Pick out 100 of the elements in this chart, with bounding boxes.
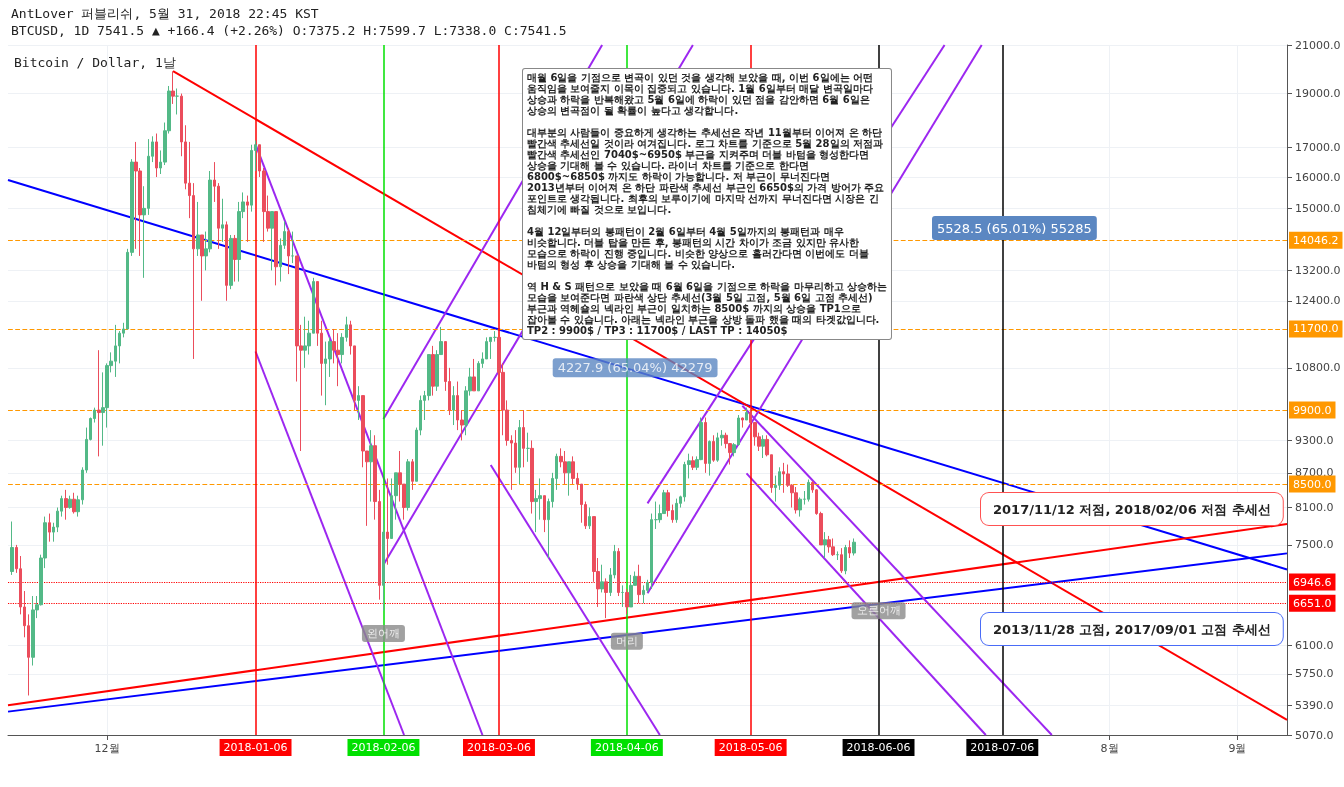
candlestick (522, 409, 525, 468)
ref-line-label: 2018-03-06 (467, 741, 531, 754)
y-tick-label: 17000.0 (1295, 141, 1341, 155)
candlestick (221, 198, 224, 243)
candlestick (708, 439, 711, 477)
y-tick-label: 19000.0 (1295, 87, 1341, 101)
y-tick-label: 12400.0 (1295, 294, 1341, 308)
candlestick (155, 133, 158, 178)
candlestick (642, 584, 645, 604)
candlestick (64, 489, 68, 521)
candlestick (472, 358, 476, 392)
candlestick (270, 211, 274, 271)
candlestick (691, 455, 695, 471)
candlestick (852, 537, 856, 556)
candlestick (637, 564, 641, 604)
y-tick-label: 5070.0 (1295, 728, 1334, 742)
candlestick (827, 535, 831, 554)
text: 매월 6일을 기점으로 변곡이 있던 것을 생각해 보았을 때, 이번 6일에는 어떤 움직임을 보여줄지 이목이 집중되고 있습니다. 1월 6일부터 매달 변곡일마다 상승과 하락을 반복해왔고 5월 6일에 하락이 있던 점을 감안하면 6월 6일은 상승의 변곡점이 될 확률이 높다고 생각합니다. 대부분의 사람들이 중요하게 생각하는 추세선은 작년 11월부터 이어져 온 하단 빨간색 추세선일 것이라 여겨집니다. 로그 차트를 기준으로 5월 28일의 저점과 빨간색 추세선인 7040$~6950$ 부근을 지켜주며 더블 바텀을 형성한다면 상승을 기대해 볼 수 있습니다. 라이너 차트를 기준으로 한다면 6800$~6850$ 까지도 하락이 가능합니다. 저 부근이 무너진다면 2013년부터 이어져 온 하단 파란색 추세선 부근인 6650$의 가격 방어가 주요 포인트로 생각됩니다. 최후의 보루이기에 마지막 선까지 무너진다면 시장은 긴 침체기에 빠질 것으로 보입니다. 4월 12일부터의 봉패턴이 2월 6일부터 4월 5일까지의 봉패턴과 매우 비슷합니다. 더블 탑을 만든 후, 봉패턴의 시간 차이가 조금 있지만 유사한 모습으로 하락이 진행 중입니다. 비슷한 양상으로 흘러간다면 이번에도 더블 바텀의 형성 후 상승을 기대해 볼 수 있습니다. 역 H & S 패턴으로 보았을 때 6월 6일을 기점으로 하락을 마무리하고 상승하는 모습을 보여준다면 파란색 상단 추세선(3월 5일 고점, 5월 6일 고점 추세선) 부근과 역헤숄의 넥라인 부근이 일치하는 8500$ 까지의 상승을 TP1으로 잡아볼 수 있습니다. 아래는 넥라인 부근을 상방 돌파 했을 때의 타겟값입니다. TP2 : 9900$ / TP3 : 11700$ / LAST TP : 14050$ (527, 72, 887, 336)
chart-subtitle: BTCUSD, 1D 7541.5 ▲ +166.4 (+2.26%) O:7375.2 H:7599.7 L:7338.0 C:7541.5 (11, 23, 567, 38)
candlestick (650, 513, 653, 590)
y-tick-label: 9300.0 (1295, 433, 1334, 447)
candlestick (229, 234, 233, 290)
ref-line-label: 8500.0 (1293, 477, 1332, 491)
y-tick-label: 16000.0 (1295, 170, 1341, 184)
candlestick (526, 432, 530, 463)
annotation: 2013/11/28 고점, 2017/09/01 고점 추세선 (993, 621, 1271, 637)
candlestick (798, 496, 802, 518)
candlestick (654, 501, 658, 530)
candlestick (840, 547, 843, 574)
candlestick (807, 479, 810, 503)
candlestick (196, 201, 200, 257)
y-tick-label: 5390.0 (1295, 698, 1334, 712)
candlestick (675, 498, 678, 524)
x-tick-label: 8월 (1100, 742, 1119, 755)
candlestick (625, 588, 629, 615)
candlestick (72, 492, 76, 515)
ref-line-label: 9900.0 (1293, 403, 1332, 417)
candlestick (246, 195, 249, 243)
candlestick (452, 385, 455, 426)
y-tick-label: 8100.0 (1295, 501, 1334, 515)
candlestick (10, 521, 14, 576)
annotation: 4227.9 (65.04%) 42279 (557, 360, 713, 376)
ref-line-label: 2018-07-06 (970, 741, 1035, 754)
candlestick (563, 450, 567, 485)
candlestick (844, 544, 847, 575)
candlestick (357, 385, 360, 421)
candlestick (530, 439, 534, 515)
candlestick (382, 519, 385, 612)
ref-line-label: 11700.0 (1293, 322, 1339, 336)
candlestick (287, 227, 290, 275)
annotation: 왼어깨 (366, 626, 400, 640)
candlestick (621, 584, 624, 608)
candlestick (431, 345, 435, 397)
candlestick (171, 70, 175, 105)
candlestick (303, 316, 307, 369)
candlestick (794, 486, 798, 515)
candlestick (406, 458, 410, 512)
candlestick (68, 495, 72, 510)
ref-line-label: 2018-06-06 (846, 741, 911, 754)
candlestick (848, 539, 851, 559)
chart-title: AntLover 퍼블리쉬, 5월 31, 2018 22:45 KST (11, 6, 319, 21)
ref-line-label: 6946.6 (1293, 575, 1332, 589)
ref-line-label: 2018-02-06 (351, 741, 416, 754)
y-tick-label: 21000.0 (1295, 38, 1341, 52)
candlestick (761, 434, 765, 459)
ref-line-label: 6651.0 (1293, 596, 1332, 610)
candlestick (97, 349, 101, 457)
candlestick (604, 577, 608, 619)
candlestick (291, 231, 294, 264)
candlestick (518, 419, 521, 485)
y-tick-label: 13200.0 (1295, 263, 1341, 277)
y-tick-label: 5750.0 (1295, 667, 1334, 681)
annotation: Bitcoin / Dollar, 1날 (14, 54, 176, 70)
candlestick (588, 507, 591, 530)
candlestick (369, 429, 373, 503)
candlestick (274, 211, 278, 286)
annotation: 머리 (615, 634, 638, 648)
candlestick (336, 332, 340, 387)
ref-line-label: 2018-01-06 (223, 741, 288, 754)
candlestick (600, 564, 604, 593)
y-tick-label: 10800.0 (1295, 361, 1341, 375)
candlestick (200, 234, 204, 302)
candlestick (741, 417, 744, 429)
candlestick (712, 434, 715, 463)
candlestick (567, 461, 571, 497)
ref-line-label: 14046.2 (1293, 233, 1339, 247)
annotation: 오른어깨 (856, 604, 901, 618)
x-tick-label: 9월 (1228, 742, 1247, 755)
annotation: 2017/11/12 저점, 2018/02/06 저점 추세선 (993, 501, 1271, 517)
candlestick (745, 407, 748, 421)
candlestick (543, 495, 546, 533)
candlestick (250, 144, 253, 213)
candlestick (175, 88, 179, 115)
candlestick (31, 595, 35, 667)
candlestick (386, 477, 389, 566)
candlestick (233, 234, 237, 283)
y-tick-label: 7500.0 (1295, 538, 1334, 552)
candlestick (489, 336, 492, 360)
candlestick (704, 417, 707, 474)
y-tick-label: 6100.0 (1295, 638, 1334, 652)
